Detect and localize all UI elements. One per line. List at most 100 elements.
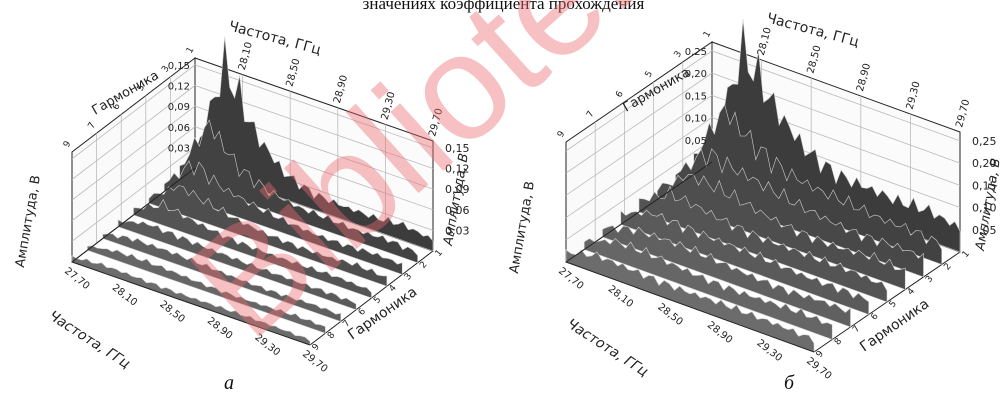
y-tick-label: 2 xyxy=(942,262,953,273)
z-tick-label: 0,25 xyxy=(685,47,707,58)
x-tick-label: 28,90 xyxy=(705,320,734,346)
y-tick-label: 7 xyxy=(341,319,352,330)
y-tick-label: 5 xyxy=(888,299,899,310)
z-axis-label: Амплитуда, В xyxy=(507,180,538,275)
x-tick-label: 29,70 xyxy=(300,349,329,375)
grid-z-left xyxy=(565,50,713,152)
y-back-tick-label: 7 xyxy=(585,110,597,120)
surface-plot-a: 0,03 0,06 0,09 0,12 0,15 Амплитуда, В 0,03 0,06… xyxy=(13,18,472,375)
y-tick-label: 6 xyxy=(869,311,881,322)
chart-panel-a: 0,03 0,06 0,09 0,12 0,15 Амплитуда, В 0,03 0,06… xyxy=(0,0,503,398)
surface-row-harmonic-5 xyxy=(133,198,372,299)
surface-row-harmonic-3 xyxy=(675,148,924,278)
surface-row-harmonic-8 xyxy=(583,238,833,340)
z-tick-label: 0,03 xyxy=(168,143,190,154)
y-tick-label: 9 xyxy=(815,349,827,360)
surface-row-harmonic-5 xyxy=(638,185,888,303)
z-right-tick-label: 0,10 xyxy=(972,202,997,215)
x-back-tick-label: 28,10 xyxy=(237,41,255,72)
y-back-tick-label: 5 xyxy=(644,70,656,80)
z-right-tick-label: 0,06 xyxy=(445,204,470,217)
grid-z-left xyxy=(71,105,196,201)
y-tick-label: 3 xyxy=(403,272,414,283)
plot-group-b: 0,05 0,10 0,15 0,20 0,25 Амплитуда, В 0,05 0,10… xyxy=(507,10,1004,382)
y-back-tick-label: 3 xyxy=(160,64,172,74)
x-tick-label: 28,10 xyxy=(606,284,635,310)
z-tick-label: 0,09 xyxy=(168,102,190,113)
x-tick-label: 27,70 xyxy=(556,266,585,292)
x-tick-label: 27,70 xyxy=(62,266,91,292)
x-tick-label: 28,50 xyxy=(655,302,684,328)
x-back-tick-label: 29,70 xyxy=(954,98,972,129)
x-back-tick-label: 28,90 xyxy=(332,74,350,105)
y-back-tick-label: 1 xyxy=(185,46,197,56)
floor-left-edge xyxy=(71,167,196,263)
figure-caption-fragment: значениях коэффициента прохождения xyxy=(362,0,645,13)
surface-row-harmonic-6 xyxy=(620,209,870,315)
z-right-tick-label: 0,09 xyxy=(445,183,470,196)
x-tick-label: 28,10 xyxy=(110,282,139,308)
y-tick-label: 4 xyxy=(906,286,918,297)
z-right-tick-label: 0,25 xyxy=(972,135,997,148)
x-back-tick-label: 28,50 xyxy=(284,57,302,88)
panel-label-b: б xyxy=(784,372,795,394)
y-back-tick-label: 9 xyxy=(62,139,74,149)
z-tick-label: 0,06 xyxy=(168,123,190,134)
y-tick-label: 1 xyxy=(961,249,972,260)
x-axis-label: Частота, ГГц xyxy=(564,316,651,380)
y-tick-label: 1 xyxy=(434,248,445,259)
z-right-tick-label: 0,03 xyxy=(445,224,470,237)
surface-row-harmonic-4 xyxy=(656,174,906,290)
surface-row-harmonic-4 xyxy=(148,185,388,287)
surface-row-harmonic-7 xyxy=(102,233,342,322)
y-tick-label: 8 xyxy=(833,336,845,347)
grid-z-left xyxy=(71,126,196,222)
grid-z-left xyxy=(565,117,713,218)
chart-panel-b: 0,05 0,10 0,15 0,20 0,25 Амплитуда, В 0,05 0,10… xyxy=(504,0,1007,398)
panel-label-a: а xyxy=(224,372,234,394)
grid-z-back xyxy=(194,64,434,149)
y-tick-label: 9 xyxy=(311,342,323,353)
y-back-tick-label: 5 xyxy=(136,83,148,93)
y-tick-label: 3 xyxy=(924,274,935,285)
z-right-tick-label: 0,05 xyxy=(972,224,997,237)
grid-z-back xyxy=(711,50,961,142)
grid-z-left xyxy=(71,147,196,242)
floor-front-edge xyxy=(565,261,815,353)
x-back-tick-label: 29,70 xyxy=(427,107,445,138)
z-tick-label: 0,15 xyxy=(685,91,707,102)
grid-z-left xyxy=(565,139,713,241)
y-back-tick-label: 6 xyxy=(111,102,123,112)
floor-left-edge xyxy=(565,161,713,263)
z-tick-label: 0,20 xyxy=(685,69,707,80)
surface-row-harmonic-1 xyxy=(194,36,434,252)
y-back-tick-label: 1 xyxy=(702,30,714,40)
grid-z-left xyxy=(71,64,196,160)
x-back-tick-label: 28,50 xyxy=(805,44,823,75)
surface-row-harmonic-6 xyxy=(117,219,357,311)
grid-z-left xyxy=(71,85,196,180)
surface-row-harmonic-3 xyxy=(163,160,403,275)
y-back-tick-label: 6 xyxy=(614,89,626,99)
x-tick-label: 29,30 xyxy=(755,338,784,364)
x-tick-label: 28,50 xyxy=(157,299,186,325)
z-axis-label: Амплитуда, В xyxy=(13,174,44,269)
x-back-tick-label: 29,30 xyxy=(380,91,398,122)
x-back-tick-label: 28,90 xyxy=(855,62,873,93)
plot-group-a: 0,03 0,06 0,09 0,12 0,15 Амплитуда, В 0,03 0,06… xyxy=(13,18,472,375)
floor-front-edge xyxy=(71,261,311,346)
z-tick-label: 0,12 xyxy=(168,82,190,93)
y-tick-label: 6 xyxy=(357,307,369,318)
x-axis-label: Частота, ГГц xyxy=(46,308,133,372)
z-right-tick-label: 0,12 xyxy=(445,163,470,176)
y-tick-label: 2 xyxy=(418,260,429,271)
surface-row-harmonic-9 xyxy=(565,249,815,353)
y-back-tick-label: 9 xyxy=(556,129,568,139)
y-tick-label: 7 xyxy=(851,324,862,335)
surface-row-harmonic-2 xyxy=(693,103,943,265)
surface-row-harmonic-7 xyxy=(602,225,851,328)
surface-row-harmonic-9 xyxy=(71,255,311,346)
x-tick-label: 29,70 xyxy=(804,356,833,382)
z-right-tick-label: 0,15 xyxy=(445,142,470,155)
y-tick-label: 8 xyxy=(326,330,338,341)
